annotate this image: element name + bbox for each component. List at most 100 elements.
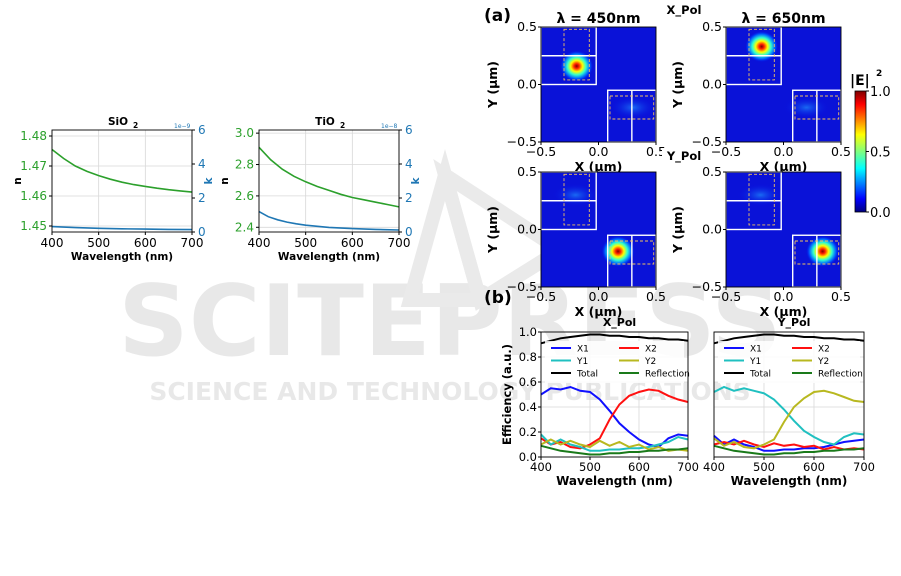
weak-field-spot bbox=[736, 183, 785, 207]
x-tick-label: −0.5 bbox=[526, 289, 556, 304]
y-tick-label: −0.5 bbox=[507, 279, 537, 294]
x-tick-label: −0.5 bbox=[711, 144, 741, 159]
y-tick-label: 2.6 bbox=[235, 189, 254, 203]
x-axis-label: X (μm) bbox=[760, 304, 808, 319]
legend-label: Y1 bbox=[749, 357, 761, 367]
x-tick-label: 600 bbox=[803, 460, 825, 474]
y2-tick-label: 0 bbox=[198, 225, 206, 239]
colorbar-tick-label: 0.0 bbox=[870, 206, 891, 221]
x-tick-label: 400 bbox=[248, 236, 271, 250]
legend-label: Y2 bbox=[644, 357, 656, 367]
map-title: λ = 450nm bbox=[556, 11, 640, 27]
y-tick-label: 2.4 bbox=[235, 220, 254, 234]
y2-tick-label: 0 bbox=[405, 225, 413, 239]
chart-title: SiO bbox=[108, 116, 128, 128]
x-axis-label: X (μm) bbox=[760, 159, 808, 174]
plot-frame bbox=[258, 129, 400, 233]
y2-axis-label: k bbox=[410, 176, 422, 184]
series-line-x2 bbox=[540, 388, 689, 450]
legend-label: Reflection bbox=[645, 370, 690, 380]
y-tick-label: 1.0 bbox=[519, 325, 537, 339]
y-tick-label: 0.5 bbox=[702, 164, 722, 179]
x-axis-label: X (μm) bbox=[575, 159, 623, 174]
pillar-outline bbox=[748, 28, 775, 81]
watermark-compass-icon bbox=[400, 149, 574, 311]
x-tick-label: 700 bbox=[853, 460, 875, 474]
legend-label: Reflection bbox=[818, 370, 863, 380]
x-axis-label: Wavelength (nm) bbox=[731, 474, 848, 488]
weak-field-spot bbox=[609, 95, 657, 120]
offset-text: 1e−9 bbox=[174, 123, 191, 130]
chart-title-subscript: 2 bbox=[340, 121, 345, 130]
colorbar-tick-label: 0.5 bbox=[870, 146, 891, 161]
y-axis-label: Y (μm) bbox=[485, 61, 500, 109]
x-tick-label: 600 bbox=[628, 460, 650, 474]
y-tick-label: 0.2 bbox=[519, 425, 537, 439]
offset-text: 1e−8 bbox=[381, 123, 398, 130]
x-tick-label: 400 bbox=[530, 460, 552, 474]
pol-label-box bbox=[662, 148, 707, 164]
y-axis-label: Y (μm) bbox=[485, 206, 500, 254]
y-tick-label: −0.5 bbox=[507, 134, 537, 149]
x-tick-label: −0.5 bbox=[711, 289, 741, 304]
field-map: −0.5−0.5 0.0 0.0 0.5 0.5 X (μm) Y (μm) λ = 450n… bbox=[485, 11, 666, 174]
y-tick-label: 0.0 bbox=[519, 450, 537, 464]
x-tick-label: 700 bbox=[677, 460, 699, 474]
x-tick-label: 500 bbox=[294, 236, 317, 250]
legend-label: Y2 bbox=[817, 357, 829, 367]
y-tick-label: 0.8 bbox=[519, 350, 537, 364]
x-tick-label: 400 bbox=[703, 460, 725, 474]
y-axis-label: n bbox=[219, 177, 231, 184]
y-tick-label: 0.5 bbox=[517, 19, 537, 34]
y-axis-label: n bbox=[12, 177, 24, 184]
x-tick-label: 0.0 bbox=[774, 144, 794, 159]
n-series-line bbox=[51, 148, 193, 193]
y-axis-label: Y (μm) bbox=[670, 61, 685, 109]
x-tick-label: 0.0 bbox=[589, 289, 609, 304]
pol-label-box bbox=[662, 2, 707, 18]
legend-label: X1 bbox=[577, 345, 589, 355]
x-axis-label: Wavelength (nm) bbox=[71, 251, 173, 263]
x-tick-label: 0.5 bbox=[646, 289, 666, 304]
chart-title: X_Pol bbox=[603, 316, 636, 329]
y2-tick-label: 6 bbox=[405, 123, 413, 137]
hot-field-spot bbox=[559, 50, 594, 83]
legend-label: Y1 bbox=[576, 357, 588, 367]
k-series-line bbox=[258, 210, 400, 231]
panel-label-b: (b) bbox=[484, 288, 512, 308]
pillar-outline bbox=[794, 95, 840, 120]
series-line-reflection bbox=[540, 444, 689, 456]
colorbar-label-sup: 2 bbox=[876, 69, 882, 79]
x-tick-label: 0.0 bbox=[774, 289, 794, 304]
plot-frame bbox=[51, 129, 193, 233]
y-tick-label: 1.48 bbox=[20, 129, 47, 143]
series-line-y2 bbox=[713, 389, 865, 450]
chart-title-subscript: 2 bbox=[133, 121, 138, 130]
k-series-line bbox=[51, 225, 193, 231]
plot-frame bbox=[713, 331, 865, 458]
legend-label: Total bbox=[749, 370, 771, 380]
y2-axis-label: k bbox=[203, 176, 215, 184]
panel-label-a: (a) bbox=[484, 6, 511, 26]
y-tick-label: 0.0 bbox=[702, 222, 722, 237]
sio2-chart: 400 500 600 700 1.45 1.46 1.47 1.48 0 2 4 6 SiO 2 1e−9… bbox=[12, 116, 215, 263]
map-title: λ = 650nm bbox=[741, 11, 825, 27]
y-tick-label: 2.8 bbox=[235, 158, 254, 172]
y-tick-label: 0.6 bbox=[519, 375, 537, 389]
pillar-outline bbox=[794, 240, 840, 265]
y-tick-label: 0.0 bbox=[517, 222, 537, 237]
x-tick-label: 0.5 bbox=[646, 144, 666, 159]
colorbar-label: |E| bbox=[850, 73, 870, 89]
plot-frame bbox=[540, 331, 689, 458]
x-tick-label: 0.5 bbox=[831, 144, 851, 159]
efficiency-xpol-chart: 400 500 600 700 0.0 0.2 0.4 0.6 0.8 1.0 Efficiency… bbox=[500, 316, 699, 488]
x-tick-label: 700 bbox=[181, 236, 204, 250]
field-map: −0.5−0.5 0.0 0.0 0.5 0.5 X (μm) Y (μm) λ = 650n… bbox=[670, 11, 851, 174]
y-tick-label: 3.0 bbox=[235, 126, 254, 140]
colorbar bbox=[854, 90, 867, 213]
x-tick-label: 500 bbox=[579, 460, 601, 474]
x-tick-label: 500 bbox=[87, 236, 110, 250]
legend: X1 X2 Y1 Y2 Total Reflection bbox=[718, 341, 863, 383]
pillar-outline bbox=[563, 28, 590, 81]
y2-tick-label: 6 bbox=[198, 123, 206, 137]
